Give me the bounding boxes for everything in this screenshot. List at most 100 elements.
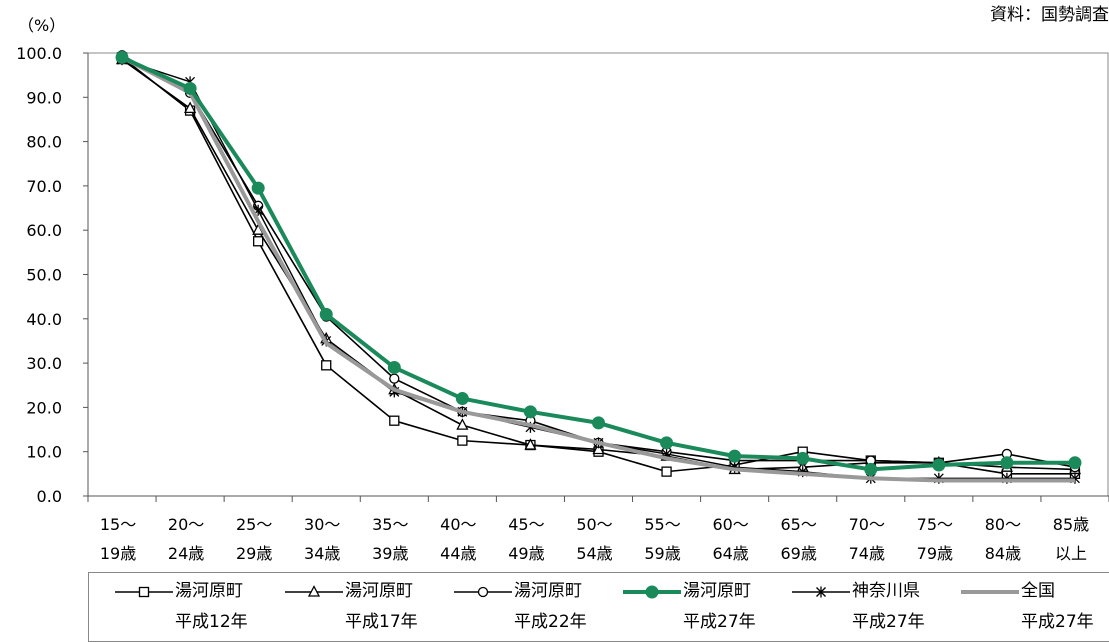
series-6 bbox=[121, 55, 1075, 483]
x-tick-label: 79歳 bbox=[917, 544, 953, 563]
legend-marker bbox=[816, 586, 826, 598]
series-line bbox=[121, 55, 1075, 472]
legend-year: 平成27年 bbox=[683, 612, 756, 632]
legend-name: 全国 bbox=[1021, 581, 1055, 601]
y-tick-label: 40.0 bbox=[26, 310, 62, 329]
legend-swatch bbox=[454, 586, 512, 598]
x-tick-label: 69歳 bbox=[781, 544, 817, 563]
data-point bbox=[183, 81, 197, 95]
x-tick-label: 80～ bbox=[985, 515, 1021, 534]
data-point bbox=[728, 449, 742, 463]
data-point bbox=[387, 361, 401, 375]
y-tick-label: 30.0 bbox=[26, 354, 62, 373]
legend-item: 神奈川県 平成27年 bbox=[766, 573, 946, 641]
data-point bbox=[455, 392, 469, 406]
series-2 bbox=[115, 52, 1082, 475]
data-point bbox=[389, 373, 400, 384]
legend-marker bbox=[307, 585, 321, 597]
series-1 bbox=[116, 52, 1081, 480]
legend-year: 平成17年 bbox=[345, 612, 418, 632]
y-tick-label: 60.0 bbox=[26, 221, 62, 240]
data-point bbox=[932, 458, 946, 472]
source-note: 資料：国勢調査 bbox=[990, 5, 1109, 25]
y-tick-label: 70.0 bbox=[26, 177, 62, 196]
x-tick-label: 74歳 bbox=[849, 544, 885, 563]
legend-item: 全国平成27年 bbox=[935, 573, 1109, 641]
legend-swatch bbox=[961, 590, 1019, 594]
x-tick-label: 19歳 bbox=[100, 544, 136, 563]
legend-item: 湯河原町 平成22年 bbox=[428, 573, 608, 641]
series-4 bbox=[115, 50, 1082, 476]
data-point bbox=[456, 418, 469, 430]
x-tick-label: 84歳 bbox=[985, 544, 1021, 563]
data-point bbox=[592, 416, 605, 430]
x-tick-label: 50～ bbox=[576, 515, 612, 534]
x-tick-label: 65～ bbox=[781, 515, 817, 534]
x-tick-label: 以上 bbox=[1055, 544, 1087, 563]
series-line bbox=[121, 55, 1075, 483]
x-tick-label: 29歳 bbox=[236, 544, 272, 563]
legend-item: 湯河原町平成12年 bbox=[89, 573, 269, 641]
legend-marker bbox=[477, 586, 489, 598]
x-tick-label: 54歳 bbox=[576, 544, 612, 563]
data-point bbox=[253, 236, 264, 247]
x-tick-label: 20～ bbox=[168, 515, 204, 534]
data-point bbox=[660, 436, 674, 450]
data-point bbox=[864, 462, 878, 476]
data-point bbox=[457, 435, 468, 446]
y-tick-label: 50.0 bbox=[26, 266, 62, 285]
data-point bbox=[661, 466, 672, 477]
y-unit-label: （%） bbox=[18, 16, 66, 35]
legend-year: 平成12年 bbox=[175, 612, 248, 632]
legend-marker bbox=[138, 586, 150, 598]
legend-name: 湯河原町 bbox=[175, 581, 243, 601]
data-point bbox=[796, 451, 810, 465]
y-tick-label: 80.0 bbox=[26, 133, 62, 152]
data-point bbox=[524, 438, 537, 450]
legend-name: 湯河原町 bbox=[683, 581, 751, 601]
x-tick-label: 24歳 bbox=[168, 544, 204, 563]
chart-legend: 湯河原町 平成12年 湯河原町 平成17年 湯河原町 平成22年 湯河原町 平成27年 神奈川県… bbox=[88, 572, 1109, 642]
x-tick-label: 44歳 bbox=[440, 544, 476, 563]
x-tick-label: 75～ bbox=[917, 515, 953, 534]
x-tick-label: 85歳 bbox=[1053, 515, 1089, 534]
x-tick-label: 49歳 bbox=[508, 544, 544, 563]
x-tick-label: 40～ bbox=[440, 515, 476, 534]
legend-year: 平成22年 bbox=[514, 612, 587, 632]
series-line bbox=[121, 58, 1075, 479]
x-tick-label: 64歳 bbox=[712, 544, 748, 563]
data-point bbox=[251, 181, 265, 195]
legend-swatch bbox=[115, 586, 173, 598]
data-point bbox=[1000, 456, 1014, 470]
data-point bbox=[115, 50, 129, 64]
x-tick-label: 70～ bbox=[849, 515, 885, 534]
data-point bbox=[319, 307, 333, 321]
x-tick-label: 25～ bbox=[236, 515, 272, 534]
x-tick-label: 39歳 bbox=[372, 544, 408, 563]
line-chart: 100.0 90.0 80.0 70.0 60.0 50.0 40.0 30.0 20.0 10.… bbox=[16, 44, 1109, 563]
legend-marker bbox=[645, 585, 659, 599]
y-tick-label: 20.0 bbox=[26, 398, 62, 417]
x-tick-label: 55～ bbox=[644, 515, 680, 534]
plot-area bbox=[87, 52, 1109, 497]
x-tick-label: 15～ bbox=[100, 515, 136, 534]
legend-year: 平成27年 bbox=[1021, 612, 1094, 632]
y-tick-label: 90.0 bbox=[26, 88, 62, 107]
data-point bbox=[592, 442, 605, 455]
y-tick-label: 0.0 bbox=[37, 487, 62, 506]
x-tick-label: 34歳 bbox=[304, 544, 340, 563]
legend-name: 湯河原町 bbox=[345, 581, 413, 601]
x-tick-label: 59歳 bbox=[644, 544, 680, 563]
series-line bbox=[121, 54, 1076, 468]
y-tick-label: 10.0 bbox=[26, 443, 62, 462]
data-point bbox=[389, 415, 400, 426]
legend-name: 神奈川県 bbox=[852, 581, 920, 601]
x-tick-label: 45～ bbox=[508, 515, 544, 534]
x-tick-label: 35～ bbox=[372, 515, 408, 534]
legend-swatch bbox=[623, 585, 681, 599]
y-tick-label: 100.0 bbox=[16, 44, 62, 63]
legend-item: 湯河原町平成27年 bbox=[597, 573, 777, 641]
x-tick-label: 60～ bbox=[712, 515, 748, 534]
data-point bbox=[523, 405, 537, 419]
x-tick-label: 30～ bbox=[304, 515, 340, 534]
